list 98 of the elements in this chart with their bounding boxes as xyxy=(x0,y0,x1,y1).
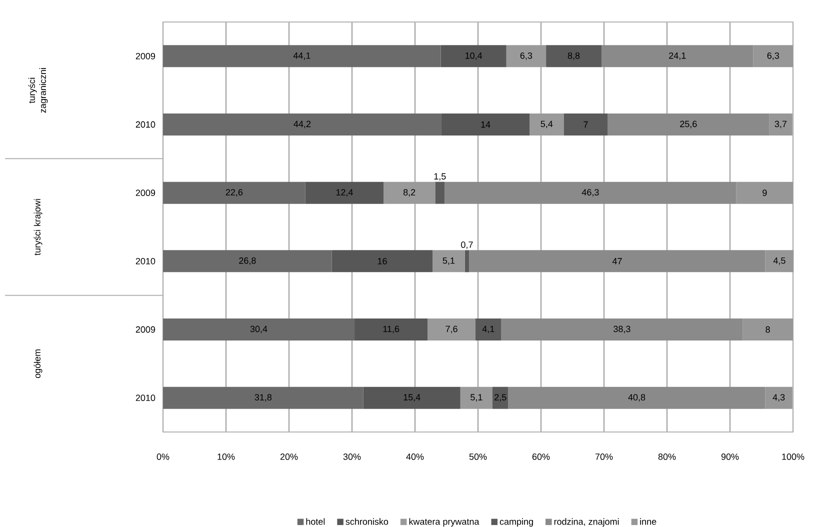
data-label: 14 xyxy=(481,121,490,128)
data-label: 40,8 xyxy=(628,394,646,402)
bar xyxy=(305,182,384,204)
bar xyxy=(508,386,766,409)
y-tick-label: 2010 xyxy=(136,121,156,128)
legend-label: hotel xyxy=(306,518,325,525)
x-tick-label: 30% xyxy=(343,454,361,460)
data-label: 30,4 xyxy=(250,326,268,334)
data-label: 4,5 xyxy=(773,257,786,265)
data-label: 16 xyxy=(378,258,387,264)
bar xyxy=(501,318,743,340)
bar xyxy=(564,114,608,136)
x-tick-label: 10% xyxy=(218,454,235,460)
data-label: 44,1 xyxy=(293,52,310,60)
data-label: 8,2 xyxy=(403,189,416,197)
bar xyxy=(765,386,792,409)
bar xyxy=(435,182,445,204)
data-label: 24,1 xyxy=(669,52,686,60)
data-label: 22,6 xyxy=(226,189,243,197)
data-label: 31,8 xyxy=(254,394,272,402)
bar xyxy=(736,182,793,204)
data-label: 47 xyxy=(612,258,622,264)
bar xyxy=(163,45,441,68)
data-label: 25,6 xyxy=(680,120,697,128)
bar xyxy=(475,318,502,340)
data-label: 7,6 xyxy=(446,326,458,334)
y-tick-label: 2010 xyxy=(136,394,156,402)
x-tick-label: 40% xyxy=(406,454,424,460)
data-label: 1,5 xyxy=(434,173,446,181)
data-label: 8 xyxy=(766,326,770,333)
text: turyści krajowi xyxy=(34,199,42,256)
data-label: 5,1 xyxy=(470,394,482,402)
bar xyxy=(506,45,546,68)
bar xyxy=(163,182,306,204)
bar xyxy=(492,386,508,409)
bar xyxy=(530,114,564,136)
bar xyxy=(742,318,793,340)
data-label: 6,3 xyxy=(767,52,780,60)
bar xyxy=(546,45,602,68)
data-label: 8,8 xyxy=(568,52,580,60)
data-label: 4,3 xyxy=(772,394,785,402)
data-label: 11,6 xyxy=(383,326,400,334)
y-tick-label: 2009 xyxy=(136,52,156,60)
legend-label: rodzina, znajomi xyxy=(554,518,619,527)
bar xyxy=(469,250,766,272)
bar xyxy=(363,386,460,409)
bar xyxy=(440,45,506,68)
bar xyxy=(769,114,792,136)
bar xyxy=(163,250,332,272)
bar xyxy=(432,250,465,272)
x-tick-label: 0% xyxy=(156,454,170,460)
legend-label: camping xyxy=(500,518,533,527)
x-tick-label: 90% xyxy=(721,454,739,460)
bar xyxy=(332,250,433,272)
data-label: 6,3 xyxy=(520,52,532,60)
legend-label: inne xyxy=(640,518,656,525)
y-tick-label: 2010 xyxy=(136,258,156,264)
bar xyxy=(163,386,364,409)
bar xyxy=(354,318,428,340)
bar xyxy=(384,182,436,204)
bar xyxy=(464,250,470,272)
bar xyxy=(163,318,355,340)
data-label: 15,4 xyxy=(404,394,420,402)
bar xyxy=(441,114,530,136)
data-label: 9 xyxy=(762,190,767,196)
y-tick-label: 2009 xyxy=(136,326,156,333)
text: ogółem xyxy=(34,350,42,378)
data-label: 46,3 xyxy=(582,189,599,197)
bar xyxy=(608,114,770,136)
data-label: 0,7 xyxy=(461,242,473,249)
legend-label: schronisko xyxy=(346,518,388,525)
y-tick-label: 2009 xyxy=(136,190,156,196)
data-label: 3,7 xyxy=(774,120,787,128)
x-tick-label: 100% xyxy=(782,454,804,460)
data-label: 5,4 xyxy=(540,120,553,128)
data-label: 4,1 xyxy=(482,326,494,334)
bar xyxy=(601,45,754,68)
data-label: 10,4 xyxy=(466,52,482,60)
x-tick-label: 60% xyxy=(532,454,550,460)
data-label: 26,8 xyxy=(239,257,256,265)
x-tick-label: 50% xyxy=(469,454,487,460)
data-label: 44,2 xyxy=(294,120,311,128)
bar xyxy=(460,386,492,409)
data-label: 38,3 xyxy=(614,326,630,334)
bar xyxy=(444,182,736,204)
bar xyxy=(163,114,442,136)
bar xyxy=(753,45,793,68)
legend-label: kwatera prywatna xyxy=(409,518,480,527)
data-label: 2,5 xyxy=(494,394,506,402)
data-label: 7 xyxy=(584,121,588,128)
text: turyści zagraniczni xyxy=(28,68,48,113)
x-tick-label: 20% xyxy=(280,454,298,460)
data-label: 12,4 xyxy=(336,189,353,197)
x-tick-label: 80% xyxy=(658,454,676,460)
bar xyxy=(765,250,794,272)
bar xyxy=(428,318,476,340)
x-tick-label: 70% xyxy=(595,454,613,460)
data-label: 5,1 xyxy=(442,257,455,265)
